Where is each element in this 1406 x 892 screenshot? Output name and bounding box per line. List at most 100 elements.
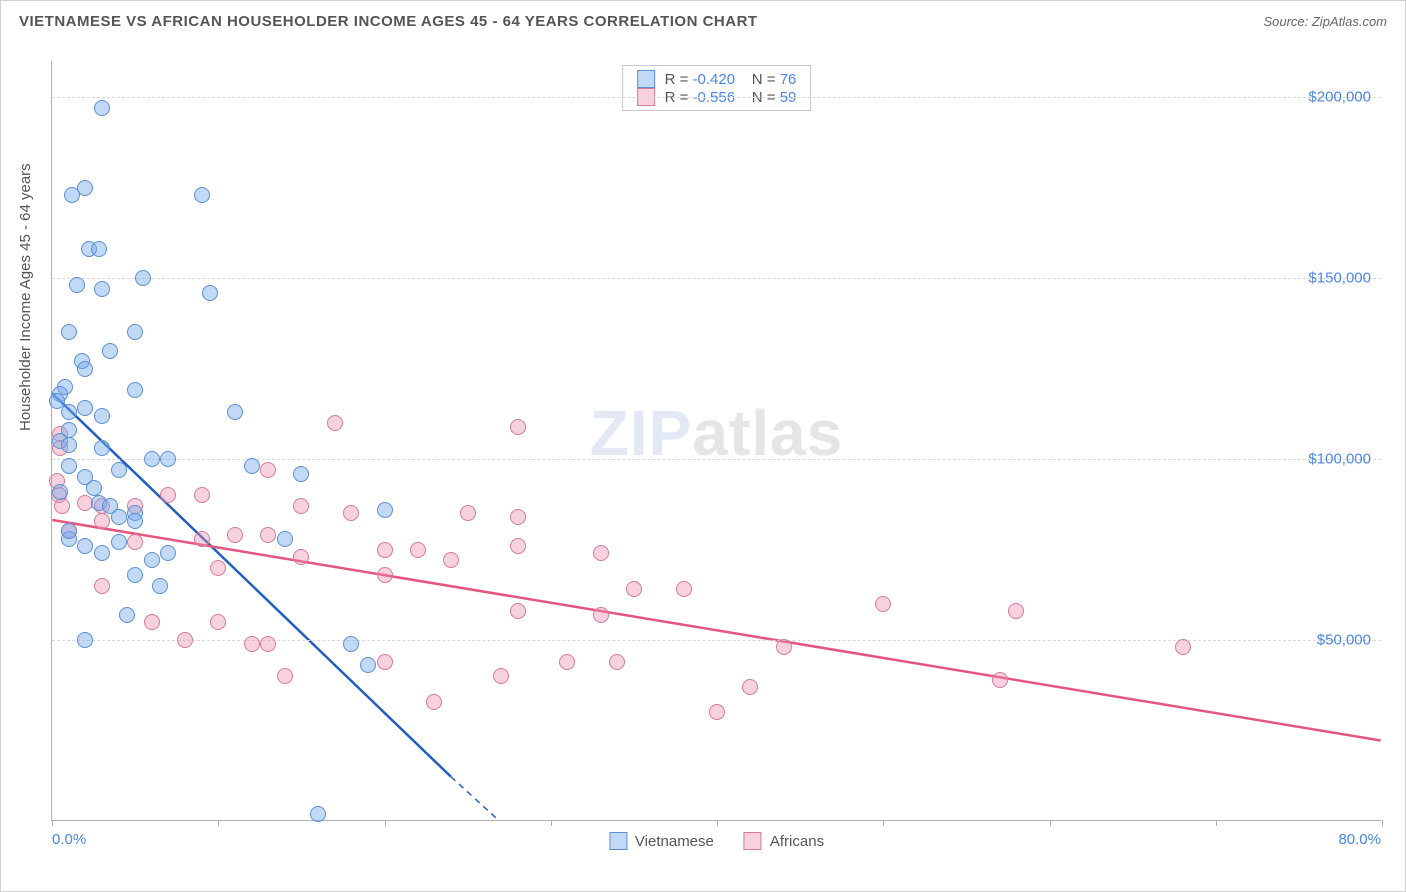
- x-tick: [1050, 820, 1051, 826]
- scatter-point-vietnamese: [94, 408, 110, 424]
- chart-title: VIETNAMESE VS AFRICAN HOUSEHOLDER INCOME…: [19, 13, 758, 30]
- scatter-point-vietnamese: [160, 451, 176, 467]
- x-tick: [1216, 820, 1217, 826]
- scatter-point-vietnamese: [94, 440, 110, 456]
- n-value-1: 76: [780, 71, 797, 88]
- scatter-point-africans: [1008, 603, 1024, 619]
- x-tick: [883, 820, 884, 826]
- scatter-point-vietnamese: [127, 324, 143, 340]
- y-tick-label: $150,000: [1308, 270, 1371, 287]
- legend-swatch-series2-b: [744, 832, 762, 850]
- x-tick: [1382, 820, 1383, 826]
- scatter-point-vietnamese: [77, 400, 93, 416]
- scatter-point-africans: [593, 607, 609, 623]
- scatter-point-africans: [260, 462, 276, 478]
- scatter-point-vietnamese: [194, 187, 210, 203]
- scatter-point-africans: [177, 632, 193, 648]
- regression-line: [451, 777, 498, 820]
- regression-line: [52, 394, 450, 777]
- scatter-point-africans: [94, 513, 110, 529]
- r-value-1: -0.420: [693, 71, 736, 88]
- source-label: Source: ZipAtlas.com: [1263, 14, 1387, 29]
- scatter-point-africans: [144, 614, 160, 630]
- scatter-point-vietnamese: [111, 534, 127, 550]
- y-axis-title: Householder Income Ages 45 - 64 years: [17, 163, 34, 431]
- series-legend-item-2: Africans: [744, 832, 824, 850]
- scatter-point-vietnamese: [127, 382, 143, 398]
- scatter-point-vietnamese: [119, 607, 135, 623]
- scatter-point-africans: [510, 509, 526, 525]
- title-bar: VIETNAMESE VS AFRICAN HOUSEHOLDER INCOME…: [1, 1, 1405, 41]
- scatter-point-africans: [343, 505, 359, 521]
- scatter-point-vietnamese: [244, 458, 260, 474]
- correlation-row-1: R = -0.420 N = 76: [637, 70, 797, 88]
- x-axis-right-label: 80.0%: [1338, 831, 1381, 848]
- gridline-h: [52, 97, 1381, 98]
- scatter-point-vietnamese: [52, 484, 68, 500]
- scatter-point-vietnamese: [61, 523, 77, 539]
- scatter-point-africans: [609, 654, 625, 670]
- scatter-point-vietnamese: [160, 545, 176, 561]
- scatter-point-africans: [377, 542, 393, 558]
- scatter-point-vietnamese: [94, 545, 110, 561]
- r-label-1: R =: [665, 71, 689, 88]
- scatter-point-africans: [194, 531, 210, 547]
- scatter-point-africans: [426, 694, 442, 710]
- scatter-point-africans: [194, 487, 210, 503]
- scatter-point-vietnamese: [152, 578, 168, 594]
- scatter-point-africans: [260, 636, 276, 652]
- scatter-point-africans: [742, 679, 758, 695]
- scatter-point-africans: [160, 487, 176, 503]
- scatter-point-africans: [992, 672, 1008, 688]
- scatter-point-vietnamese: [94, 281, 110, 297]
- scatter-point-africans: [227, 527, 243, 543]
- scatter-point-vietnamese: [77, 180, 93, 196]
- scatter-point-africans: [94, 578, 110, 594]
- series-legend: Vietnamese Africans: [609, 832, 824, 850]
- scatter-point-vietnamese: [127, 513, 143, 529]
- scatter-point-africans: [510, 538, 526, 554]
- chart-container: VIETNAMESE VS AFRICAN HOUSEHOLDER INCOME…: [0, 0, 1406, 892]
- scatter-point-africans: [260, 527, 276, 543]
- scatter-point-vietnamese: [343, 636, 359, 652]
- scatter-point-vietnamese: [77, 538, 93, 554]
- scatter-point-vietnamese: [144, 451, 160, 467]
- series-legend-item-1: Vietnamese: [609, 832, 714, 850]
- scatter-point-africans: [676, 581, 692, 597]
- scatter-point-vietnamese: [310, 806, 326, 822]
- scatter-point-africans: [277, 668, 293, 684]
- scatter-point-africans: [327, 415, 343, 431]
- plot-area: ZIPatlas R = -0.420 N = 76 R = -0.556: [51, 61, 1381, 821]
- scatter-point-africans: [776, 639, 792, 655]
- scatter-point-vietnamese: [102, 343, 118, 359]
- scatter-point-africans: [293, 498, 309, 514]
- scatter-point-vietnamese: [377, 502, 393, 518]
- scatter-point-vietnamese: [360, 657, 376, 673]
- scatter-point-africans: [510, 603, 526, 619]
- scatter-point-africans: [559, 654, 575, 670]
- scatter-point-africans: [626, 581, 642, 597]
- scatter-point-africans: [54, 498, 70, 514]
- scatter-point-vietnamese: [61, 324, 77, 340]
- scatter-point-vietnamese: [94, 100, 110, 116]
- scatter-point-africans: [593, 545, 609, 561]
- correlation-legend: R = -0.420 N = 76 R = -0.556 N = 59: [622, 65, 812, 111]
- scatter-point-africans: [1175, 639, 1191, 655]
- y-tick-label: $50,000: [1317, 632, 1371, 649]
- y-tick-label: $100,000: [1308, 451, 1371, 468]
- scatter-point-africans: [709, 704, 725, 720]
- legend-swatch-series1-b: [609, 832, 627, 850]
- scatter-point-africans: [443, 552, 459, 568]
- scatter-point-vietnamese: [61, 458, 77, 474]
- x-tick: [551, 820, 552, 826]
- scatter-point-africans: [377, 654, 393, 670]
- scatter-point-vietnamese: [91, 241, 107, 257]
- scatter-point-africans: [377, 567, 393, 583]
- scatter-point-africans: [244, 636, 260, 652]
- series1-label: Vietnamese: [635, 833, 714, 850]
- scatter-point-vietnamese: [202, 285, 218, 301]
- scatter-point-africans: [127, 534, 143, 550]
- scatter-point-vietnamese: [61, 404, 77, 420]
- scatter-point-vietnamese: [77, 361, 93, 377]
- scatter-point-vietnamese: [227, 404, 243, 420]
